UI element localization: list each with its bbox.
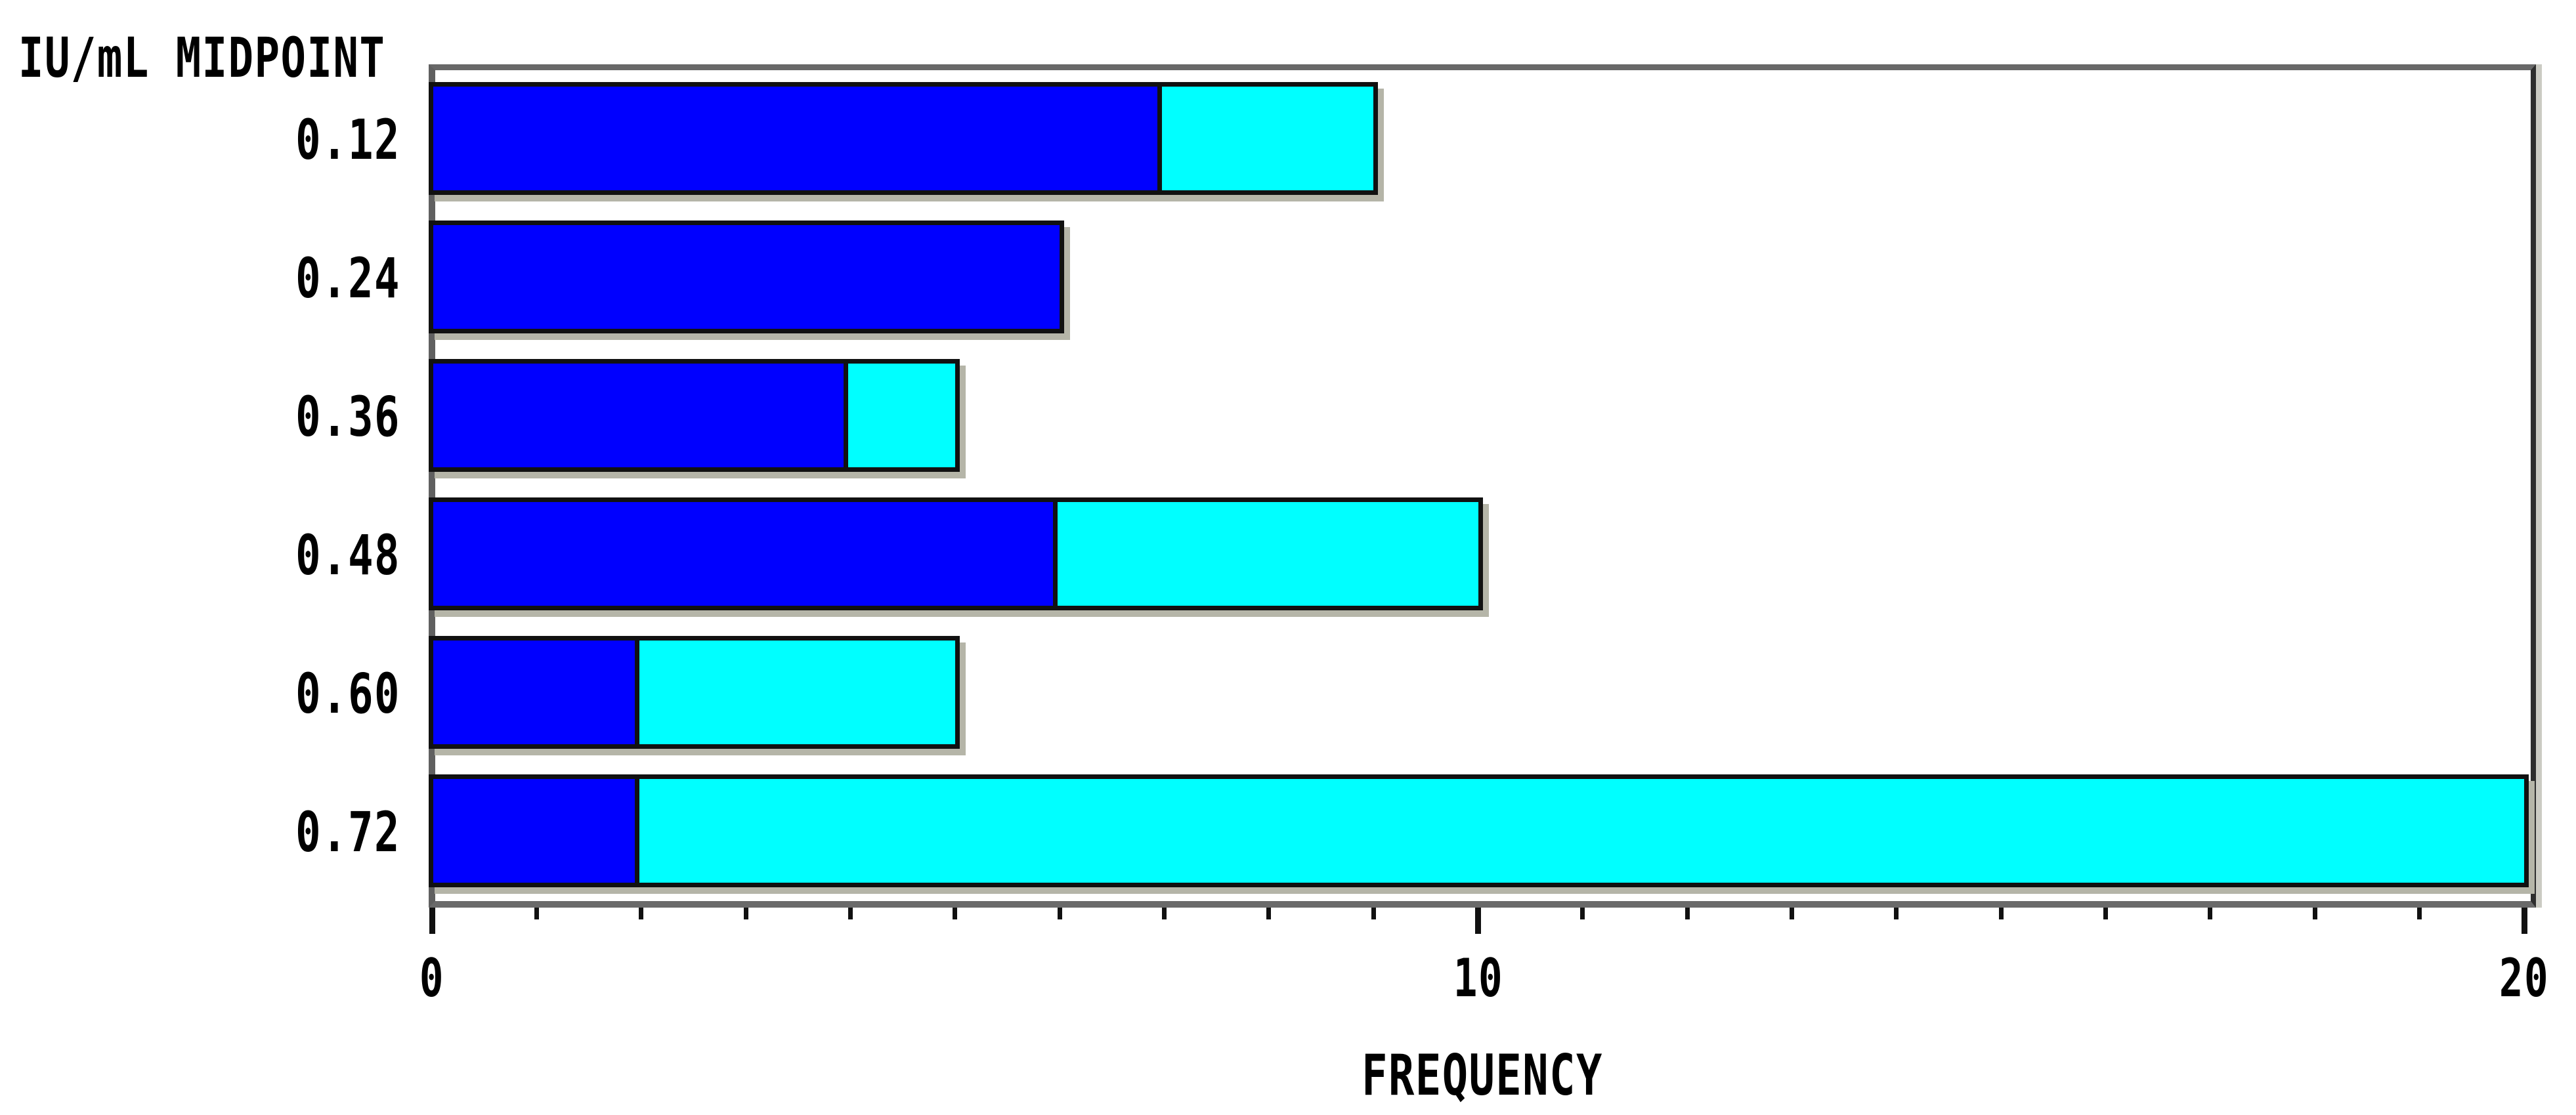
bar-segment-blue-segment — [433, 779, 639, 883]
x-axis-minor-tick — [1580, 908, 1585, 919]
x-axis-tick-label: 0 — [419, 948, 445, 1009]
bar-segment-cyan-segment — [1058, 502, 1478, 606]
x-axis-minor-tick — [1057, 908, 1062, 919]
x-axis-minor-tick — [1266, 908, 1272, 919]
bar-segment-blue-segment — [433, 87, 1163, 190]
x-axis-minor-tick — [848, 908, 853, 919]
x-axis-minor-tick — [1371, 908, 1376, 919]
x-axis-minor-tick — [1894, 908, 1899, 919]
y-category-label: 0.60 — [295, 661, 400, 726]
x-axis-minor-tick — [534, 908, 539, 919]
x-axis-tick-label: 10 — [1453, 948, 1503, 1009]
x-axis-title: FREQUENCY — [1362, 1043, 1603, 1108]
x-axis-minor-tick — [1998, 908, 2004, 919]
y-category-label: 0.36 — [295, 384, 400, 449]
x-axis-minor-tick — [2103, 908, 2109, 919]
bar-segment-cyan-segment — [639, 779, 2524, 883]
y-category-label: 0.12 — [295, 107, 400, 172]
bar-segment-blue-segment — [433, 364, 849, 467]
x-axis-minor-tick — [2312, 908, 2317, 919]
x-axis-minor-tick — [1685, 908, 1690, 919]
bar-segment-blue-segment — [433, 641, 639, 744]
x-axis-minor-tick — [1161, 908, 1167, 919]
bar-row-0.72 — [429, 774, 2529, 887]
x-axis-minor-tick — [2208, 908, 2213, 919]
bar-row-0.36 — [429, 359, 960, 472]
bar-row-0.60 — [429, 636, 960, 749]
bar-row-0.12 — [429, 82, 1379, 195]
x-axis-minor-tick — [953, 908, 958, 919]
y-category-label: 0.24 — [295, 245, 400, 310]
y-category-label: 0.48 — [295, 522, 400, 587]
x-axis-minor-tick — [743, 908, 748, 919]
x-axis-minor-tick — [2417, 908, 2422, 919]
bar-row-0.48 — [429, 497, 1483, 610]
plot-area — [429, 64, 2536, 908]
y-category-label: 0.72 — [295, 799, 400, 864]
bar-row-0.24 — [429, 221, 1065, 333]
x-axis-minor-tick — [639, 908, 644, 919]
y-axis-title: IU/mL MIDPOINT — [18, 26, 386, 90]
bar-segment-cyan-segment — [1162, 87, 1374, 190]
x-axis-major-tick — [2521, 908, 2527, 934]
x-axis-minor-tick — [1790, 908, 1795, 919]
bar-segment-blue-segment — [433, 225, 1060, 329]
x-axis-major-tick — [1475, 908, 1481, 934]
bar-segment-cyan-segment — [639, 641, 955, 744]
x-axis-tick-label: 20 — [2499, 948, 2550, 1009]
bar-segment-blue-segment — [433, 502, 1058, 606]
bar-segment-cyan-segment — [848, 364, 955, 467]
x-axis-major-tick — [429, 908, 435, 934]
